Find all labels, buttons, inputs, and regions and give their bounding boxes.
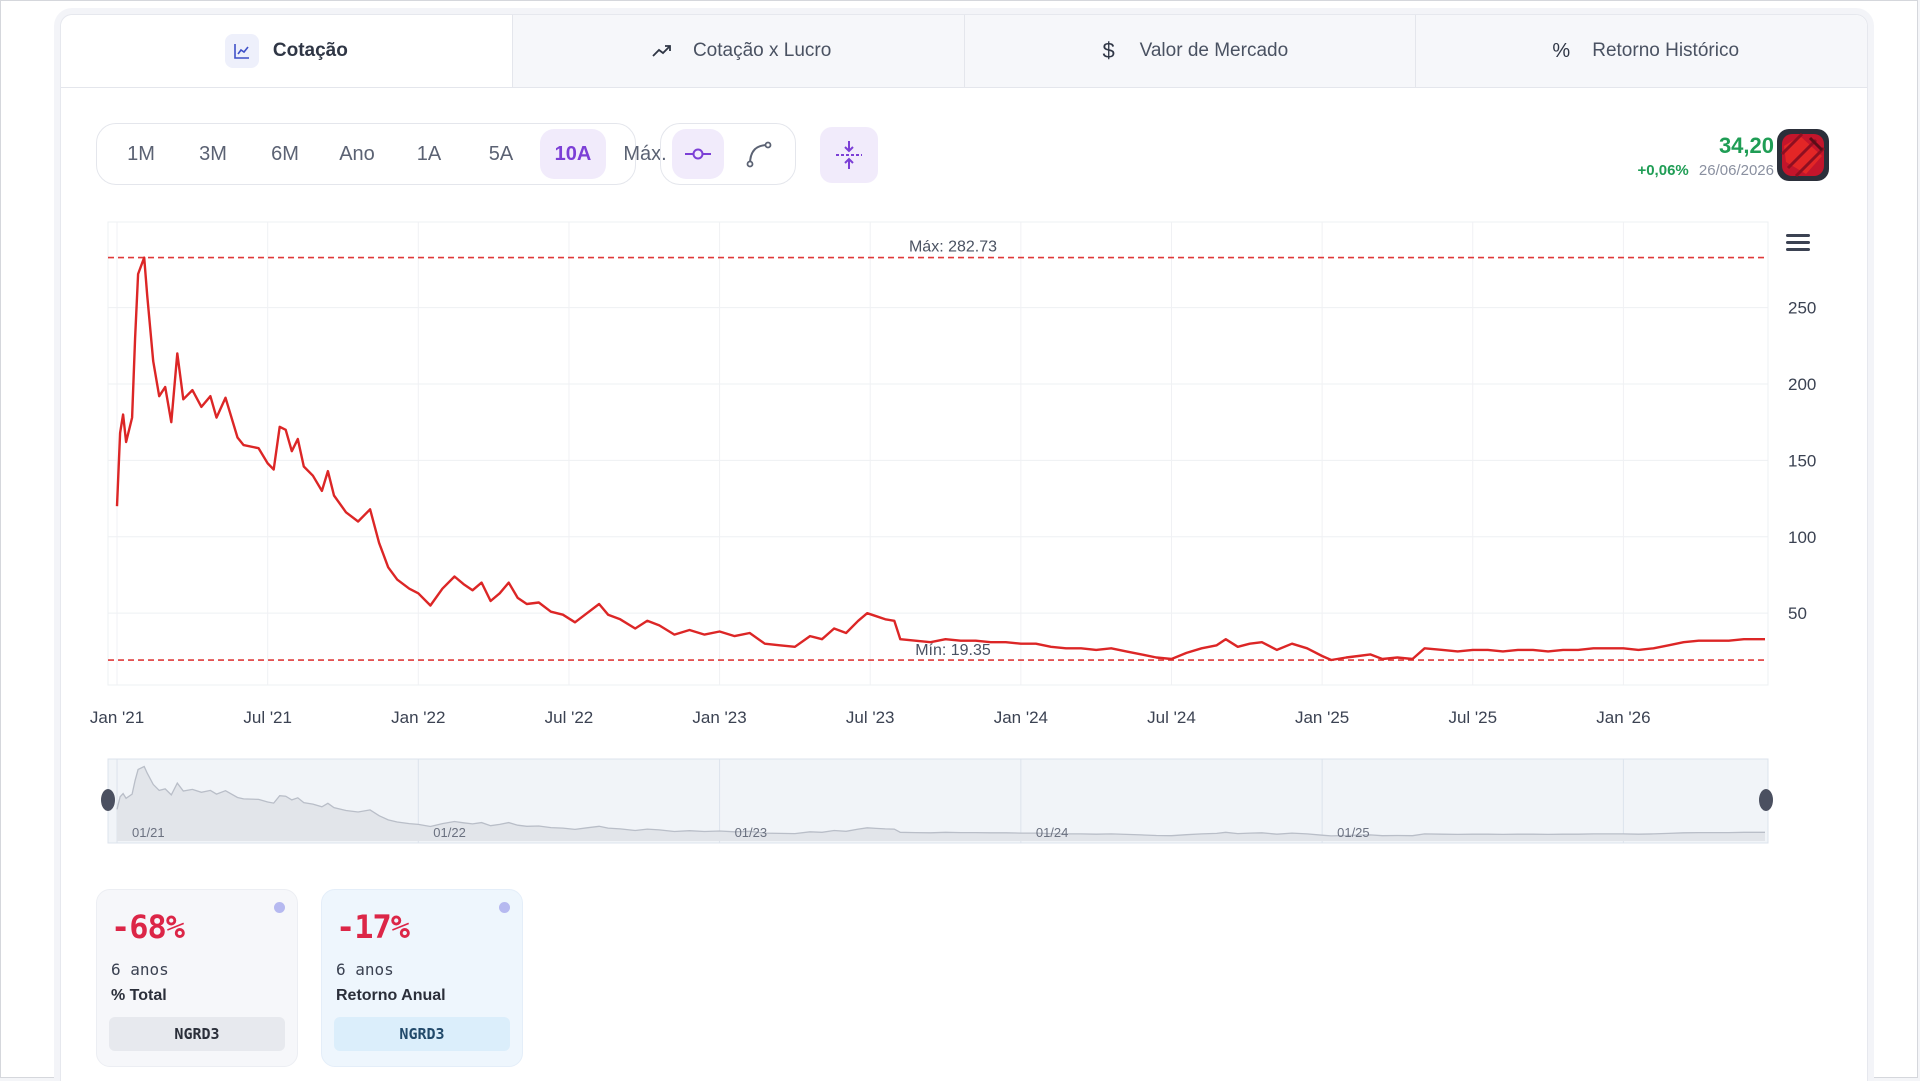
y-axis-labels: 50 100 150 200 250 xyxy=(1788,299,1816,624)
x-tick-label: Jan '22 xyxy=(391,708,445,727)
hamburger-menu-icon[interactable] xyxy=(1786,234,1810,251)
tab-label: Cotação x Lucro xyxy=(692,40,832,61)
period-selector: 1M 3M 6M Ano 1A 5A 10A Máx. xyxy=(96,123,667,185)
info-dot-icon xyxy=(499,902,510,913)
chart-style-selector xyxy=(660,123,796,185)
x-tick-label: Jan '26 xyxy=(1596,708,1650,727)
x-axis-labels: Jan '21 Jul '21 Jan '22 Jul '22 Jan '23 Jul '… xyxy=(90,708,1651,727)
period-10a[interactable]: 10A xyxy=(540,129,606,179)
min-label: Mín: 19.35 xyxy=(915,642,991,659)
quote-price: 34,20 xyxy=(1718,133,1774,158)
tab-valor-de-mercado[interactable]: $ Valor de Mercado xyxy=(963,15,1416,87)
y-tick-label: 250 xyxy=(1788,299,1816,318)
chart-tabs: Cotação Cotação x Lucro $ Valor de Merca… xyxy=(61,15,1867,88)
navigator-left-handle[interactable] xyxy=(101,789,115,811)
chart-grid xyxy=(108,222,1768,685)
max-label: Máx: 282.73 xyxy=(909,239,997,256)
period-max[interactable]: Máx. xyxy=(623,142,667,165)
stat-card-annual: -17% 6 anos Retorno Anual NGRD3 xyxy=(321,889,523,1067)
dollar-icon: $ xyxy=(1102,38,1115,63)
x-tick-label: Jan '24 xyxy=(994,708,1048,727)
compress-vertical-icon xyxy=(836,141,862,169)
percent-icon: % xyxy=(1552,39,1571,62)
quote-change: +0,06% xyxy=(1637,162,1689,179)
navigator-area xyxy=(117,766,1765,841)
period-ano[interactable]: Ano xyxy=(339,142,375,165)
stat-value: -68% xyxy=(111,908,185,946)
x-tick-label: Jul '21 xyxy=(243,708,292,727)
navigator-tick-label: 01/22 xyxy=(433,825,466,840)
company-logo-icon xyxy=(1777,129,1829,181)
y-tick-label: 200 xyxy=(1788,375,1816,394)
navigator-labels: 01/21 01/22 01/23 01/24 01/25 xyxy=(132,825,1370,840)
stat-ticker: NGRD3 xyxy=(334,1017,510,1051)
navigator-tick-label: 01/25 xyxy=(1337,825,1370,840)
stat-ticker: NGRD3 xyxy=(109,1017,285,1051)
line-chart-icon xyxy=(224,34,259,68)
tab-label: Valor de Mercado xyxy=(1139,40,1289,61)
reference-lines: Máx: 282.73 Mín: 19.35 xyxy=(108,239,1768,661)
curve-icon xyxy=(746,141,771,168)
tab-label: Retorno Histórico xyxy=(1592,40,1740,61)
navigator-right-handle[interactable] xyxy=(1759,789,1773,811)
trend-up-icon xyxy=(645,34,679,68)
stat-value: -17% xyxy=(336,908,410,946)
stat-period: 6 anos xyxy=(336,960,394,979)
info-dot-icon xyxy=(274,902,285,913)
navigator-tick-label: 01/24 xyxy=(1036,825,1069,840)
period-3m[interactable]: 3M xyxy=(199,142,227,165)
line-node-icon xyxy=(684,148,711,160)
navigator-tick-label: 01/21 xyxy=(132,825,165,840)
compress-button[interactable] xyxy=(820,127,878,183)
y-tick-label: 150 xyxy=(1788,451,1816,470)
quote-meta: +0,06% 26/06/2026 xyxy=(1637,162,1774,179)
x-tick-label: Jul '25 xyxy=(1448,708,1497,727)
tab-label: Cotação xyxy=(272,40,348,61)
stat-label: % Total xyxy=(111,987,167,1004)
curve-style-button[interactable] xyxy=(733,129,785,179)
period-6m[interactable]: 6M xyxy=(271,142,299,165)
tab-retorno-historico[interactable]: % Retorno Histórico xyxy=(1415,15,1867,87)
line-style-button[interactable] xyxy=(671,129,724,179)
x-tick-label: Jan '23 xyxy=(692,708,746,727)
x-tick-label: Jan '21 xyxy=(90,708,144,727)
tab-cotacao-x-lucro[interactable]: Cotação x Lucro xyxy=(511,15,964,87)
y-tick-label: 50 xyxy=(1788,604,1807,623)
y-tick-label: 100 xyxy=(1788,528,1816,547)
quote-date: 26/06/2026 xyxy=(1698,162,1774,179)
tab-cotacao[interactable]: Cotação xyxy=(61,15,512,87)
x-tick-label: Jul '23 xyxy=(846,708,895,727)
stat-card-total: -68% 6 anos % Total NGRD3 xyxy=(96,889,298,1067)
price-line xyxy=(115,256,1765,662)
x-tick-label: Jul '22 xyxy=(545,708,594,727)
x-tick-label: Jan '25 xyxy=(1295,708,1349,727)
navigator-tick-label: 01/23 xyxy=(735,825,768,840)
navigator-line xyxy=(116,765,1765,837)
range-navigator[interactable]: 01/21 01/22 01/23 01/24 01/25 xyxy=(107,758,1769,844)
stat-period: 6 anos xyxy=(111,960,169,979)
period-5a[interactable]: 5A xyxy=(488,142,514,165)
period-1a[interactable]: 1A xyxy=(416,142,442,165)
period-1m[interactable]: 1M xyxy=(127,142,155,165)
x-tick-label: Jul '24 xyxy=(1147,708,1196,727)
stat-label: Retorno Anual xyxy=(336,987,446,1004)
